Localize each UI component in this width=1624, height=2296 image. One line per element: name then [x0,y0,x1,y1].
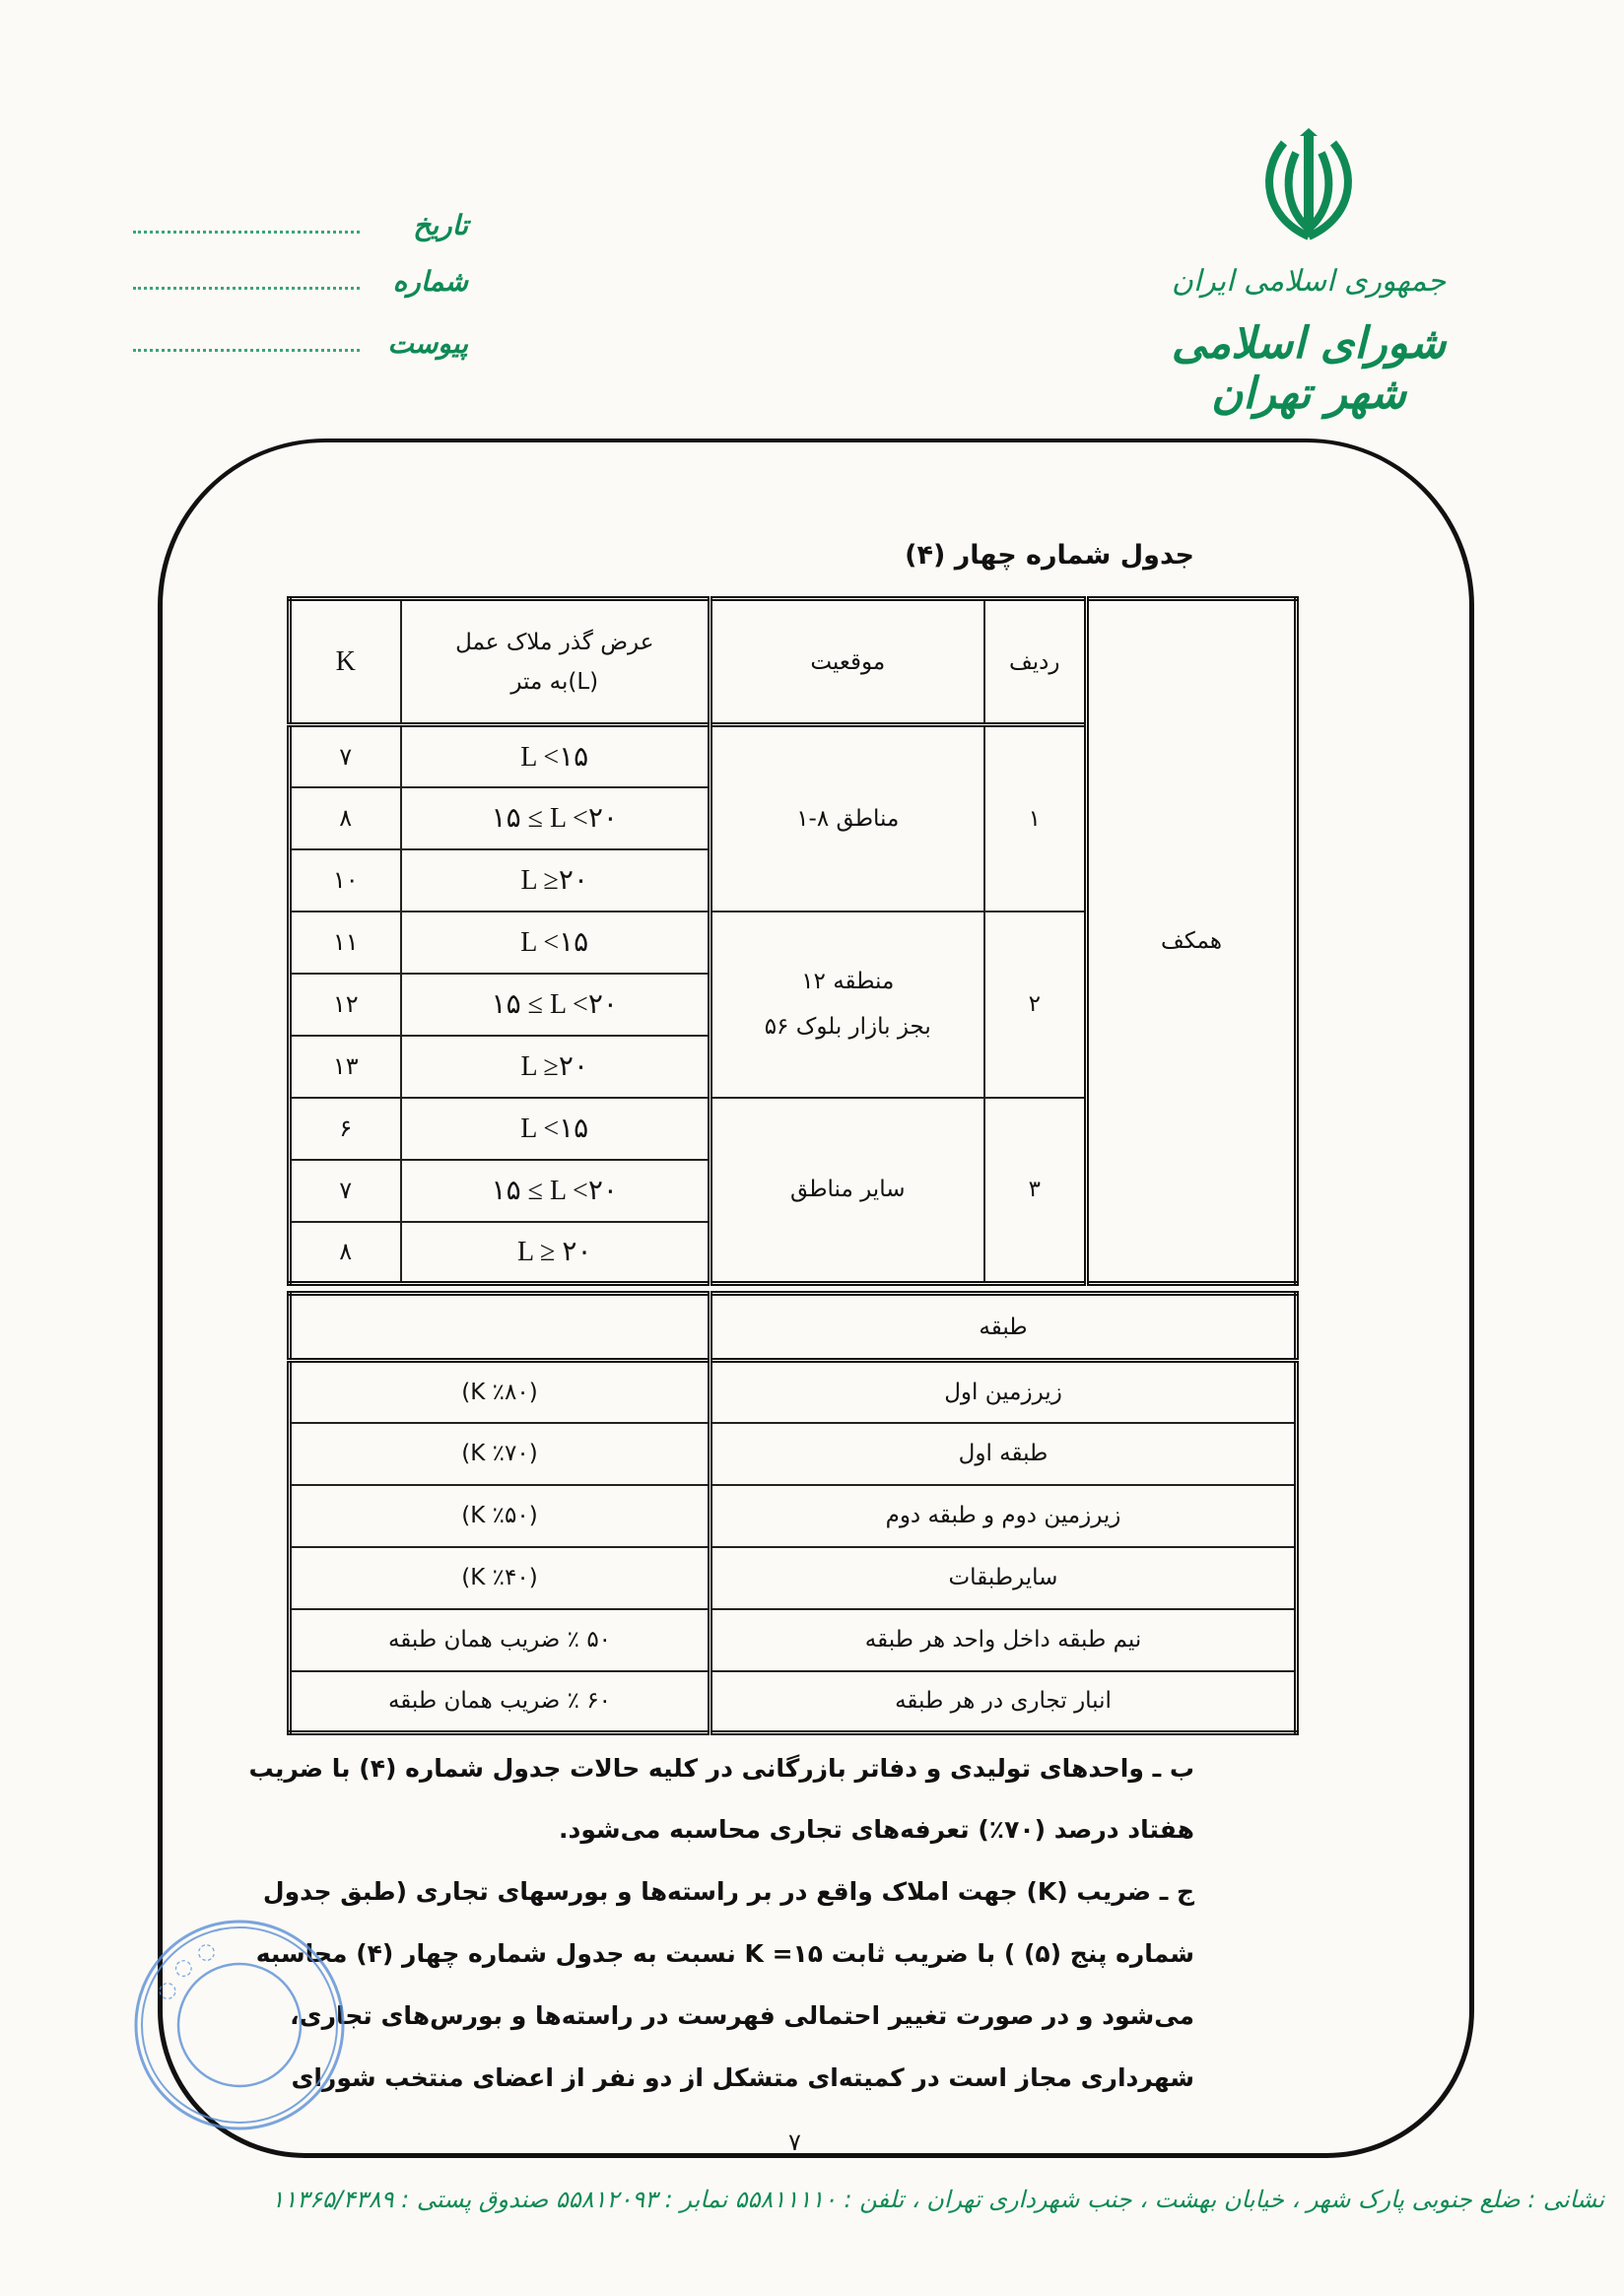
paragraph-c-line1: ج ـ ضریب (K) جهت املاک واقع در بر راسته‌… [263,1877,1194,1906]
date-dotted-line [133,231,360,234]
row-number-cell: ۲ [982,910,1088,1099]
width-range-cell: L ≥۲۰ [399,1034,711,1099]
table-row: ۱۵ ≤ L <۲۰ ۸ [288,785,1297,850]
floor-row: زیرزمین دوم و طبقه دوم (٪۵۰ K) [288,1483,1298,1548]
k-value-cell: ۷ [288,723,402,788]
floor-name-cell: زیرزمین اول [708,1359,1298,1424]
table-row: ۳ سایر مناطق L <۱۵ ۶ [288,1096,1297,1285]
width-range-cell: L <۱۵ [399,1096,711,1161]
floor-row: سایرطبقات (٪۴۰ K) [288,1545,1298,1610]
date-field: تاریخ [133,202,468,241]
location-cell: منطقه ۱۲ بجز بازار بلوک ۵۶ [708,910,985,1099]
width-range-cell: L <۱۵ [399,723,711,788]
floor-value-cell: (٪۴۰ K) [288,1545,711,1610]
paragraph-b-marker: ب ـ [1152,1754,1194,1783]
attachment-dotted-line [133,349,360,352]
table-header-row: همکف ردیف موقعیت عرض گذر ملاک عمل (L)به … [288,597,1298,1285]
header-width-line1: عرض گذر ملاک عمل [455,629,654,655]
floor-name-cell: طبقه اول [708,1421,1298,1486]
category-cell: همکف [1084,597,1298,1285]
width-range-cell: L <۱۵ [399,910,711,975]
number-dotted-line [133,287,360,290]
floor-value-cell: (٪۵۰ K) [288,1483,711,1548]
width-range-cell: ۱۵ ≤ L <۲۰ [399,1158,711,1223]
header-row-number: ردیف [982,597,1088,726]
number-field: شماره [133,258,468,298]
header-width-line2: (L)به متر [510,668,599,695]
attachment-field: پیوست [133,320,468,360]
k-value-cell: ۸ [288,1220,402,1285]
floor-header: طبقه [708,1292,1298,1362]
number-label: شماره [392,265,468,298]
k-value-cell: ۱۲ [288,972,402,1037]
table-row: ۱۵ ≤ L <۲۰ ۱۲ [288,972,1297,1037]
paragraph-b-text: واحدهای تولیدی و دفاتر بازرگانی در کلیه … [248,1754,1144,1783]
table-row: L ≥۲۰ ۱۳ [288,1034,1297,1099]
k-value-cell: ۷ [288,1158,402,1223]
row-number-cell: ۳ [982,1096,1088,1285]
paragraph-c-line4: شهرداری مجاز است در کمیته‌ای متشکل از دو… [291,2063,1194,2092]
header-width: عرض گذر ملاک عمل (L)به متر [399,597,711,726]
width-range-cell: L ≥ ۲۰ [399,1220,711,1285]
table-row: ۲ منطقه ۱۲ بجز بازار بلوک ۵۶ L <۱۵ ۱۱ [288,910,1297,1099]
k-value-cell: ۶ [288,1096,402,1161]
floor-name-cell: نیم طبقه داخل واحد هر طبقه [708,1607,1298,1672]
footer-address: نشانی : ضلع جنوبی پارک شهر ، خیابان بهشت… [271,2186,1604,2213]
table-title: جدول شماره چهار (۴) [905,540,1194,571]
letterhead: جمهوری اسلامی ایران شورای اسلامی شهر تهر… [1131,128,1486,419]
floor-value-cell: (٪۷۰ K) [288,1421,711,1486]
floor-value-cell: ۵۰ ٪ ضریب همان طبقه [288,1607,711,1672]
floor-row: انبار تجاری در هر طبقه ۶۰ ٪ ضریب همان طب… [288,1669,1298,1734]
width-range-cell: L ≥۲۰ [399,847,711,912]
floor-coefficient-table: طبقه زیرزمین اول (٪۸۰ K) طبقه اول (٪۷۰ K… [287,1291,1299,1735]
floor-name-cell: زیرزمین دوم و طبقه دوم [708,1483,1298,1548]
table-row: ۱ مناطق ۸-۱ L <۱۵ ۷ [288,723,1297,912]
k-value-cell: ۱۰ [288,847,402,912]
row-number-cell: ۱ [982,723,1088,912]
floor-header-row: طبقه [288,1292,1298,1362]
floor-name-cell: سایرطبقات [708,1545,1298,1610]
floor-name-cell: انبار تجاری در هر طبقه [708,1669,1298,1734]
paragraph-c-marker: ج ـ [1159,1877,1194,1906]
header-k: K [288,597,402,726]
header-location: موقعیت [708,597,985,726]
council-name: شورای اسلامی شهر تهران [1171,318,1447,419]
page-number: ۷ [788,2128,801,2156]
k-value-cell: ۱۱ [288,910,402,975]
floor-row: طبقه اول (٪۷۰ K) [288,1421,1298,1486]
coefficient-table: همکف ردیف موقعیت عرض گذر ملاک عمل (L)به … [287,596,1299,1286]
width-range-cell: ۱۵ ≤ L <۲۰ [399,785,711,850]
paragraph-b-line2: هفتاد درصد (۷۰٪) تعرفه‌های تجاری محاسبه … [559,1815,1194,1844]
k-value-cell: ۱۳ [288,1034,402,1099]
attachment-label: پیوست [387,327,468,360]
content-frame [158,439,1474,2158]
paragraph-c-text: ضریب (K) جهت املاک واقع در بر راسته‌ها و… [262,1877,1151,1906]
table-row: ۱۵ ≤ L <۲۰ ۷ [288,1158,1297,1223]
paragraph-b-line1: ب ـ واحدهای تولیدی و دفاتر بازرگانی در ک… [249,1754,1194,1783]
table-row: L ≥ ۲۰ ۸ [288,1220,1297,1285]
floor-row: نیم طبقه داخل واحد هر طبقه ۵۰ ٪ ضریب هما… [288,1607,1298,1672]
location-line1: منطقه ۱۲ [801,969,895,994]
location-cell: سایر مناطق [708,1096,985,1285]
floor-value-cell: (٪۸۰ K) [288,1359,711,1424]
country-name: جمهوری اسلامی ایران [1171,264,1447,299]
k-value-cell: ۸ [288,785,402,850]
location-cell: مناطق ۸-۱ [708,723,985,912]
floor-value-cell: ۶۰ ٪ ضریب همان طبقه [288,1669,711,1734]
iran-emblem-icon [1265,128,1352,240]
floor-row: زیرزمین اول (٪۸۰ K) [288,1359,1298,1424]
location-line2: بجز بازار بلوک ۵۶ [764,1014,931,1040]
council-stamp: ◌ ◌ ◌ [134,1920,345,2130]
date-label: تاریخ [413,209,468,241]
paragraph-c-line2: شماره پنج (۵) ) با ضریب ثابت ۱۵= K نسبت … [255,1939,1194,1968]
width-range-cell: ۱۵ ≤ L <۲۰ [399,972,711,1037]
table-row: L ≥۲۰ ۱۰ [288,847,1297,912]
paragraph-c-line3: می‌شود و در صورت تغییر احتمالی فهرست در … [290,2001,1194,2030]
floor-header-value [288,1292,711,1362]
